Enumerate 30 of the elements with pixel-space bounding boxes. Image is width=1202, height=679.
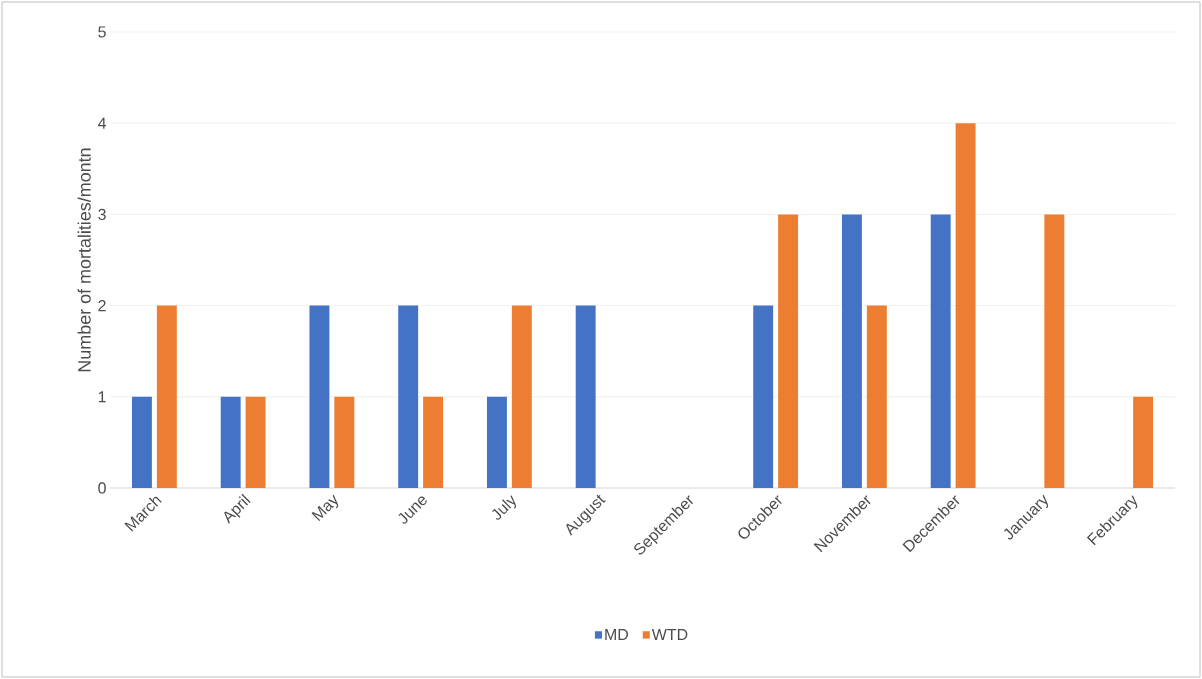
bar [245, 396, 266, 488]
bar [955, 123, 976, 488]
bar [841, 214, 862, 488]
y-axis-title: Number of mortalities/montn [77, 148, 91, 372]
y-tick-label: 1 [98, 391, 106, 403]
y-tick-label: 3 [98, 208, 106, 221]
bar [220, 396, 241, 488]
bar [131, 396, 152, 488]
legend-label: MD [605, 628, 629, 640]
bar [778, 214, 799, 488]
bar [309, 305, 330, 488]
bar [753, 305, 774, 488]
bar [575, 305, 596, 488]
bar [486, 396, 507, 488]
bar [156, 305, 177, 488]
y-tick-label: 4 [97, 117, 107, 129]
bar [930, 214, 951, 488]
bar [334, 396, 355, 488]
legend-label: WTD [651, 628, 688, 640]
bar [1044, 214, 1065, 488]
x-tick-label: May [311, 494, 339, 522]
y-tick-label: 2 [98, 300, 106, 312]
bar [1133, 396, 1154, 488]
bar [423, 396, 444, 488]
x-tick-label: July [492, 495, 517, 520]
bar [511, 305, 532, 488]
bar [866, 305, 887, 488]
y-tick-label: 5 [98, 26, 106, 38]
y-tick-label: 0 [98, 482, 106, 494]
bar [398, 305, 419, 488]
